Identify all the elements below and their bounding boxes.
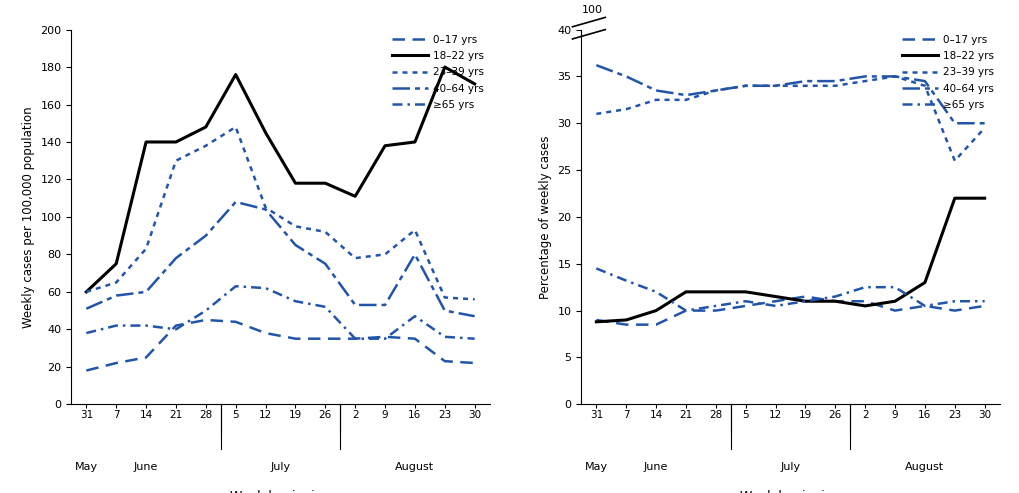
Text: August: August [905,462,944,472]
Text: July: July [780,462,800,472]
Text: May: May [74,462,98,472]
Text: June: June [643,462,667,472]
Text: May: May [584,462,607,472]
Text: August: August [395,462,434,472]
Text: June: June [133,462,158,472]
Text: Week beginning: Week beginning [230,491,330,493]
Y-axis label: Percentage of weekly cases: Percentage of weekly cases [538,135,551,299]
Y-axis label: Weekly cases per 100,000 population: Weekly cases per 100,000 population [22,106,35,328]
Text: Week beginning: Week beginning [740,491,840,493]
Legend: 0–17 yrs, 18–22 yrs, 23–39 yrs, 40–64 yrs, ≥65 yrs: 0–17 yrs, 18–22 yrs, 23–39 yrs, 40–64 yr… [901,35,994,110]
Text: July: July [270,462,290,472]
Legend: 0–17 yrs, 18–22 yrs, 23–39 yrs, 40–64 yrs, ≥65 yrs: 0–17 yrs, 18–22 yrs, 23–39 yrs, 40–64 yr… [391,35,484,110]
Text: 100: 100 [581,4,602,15]
